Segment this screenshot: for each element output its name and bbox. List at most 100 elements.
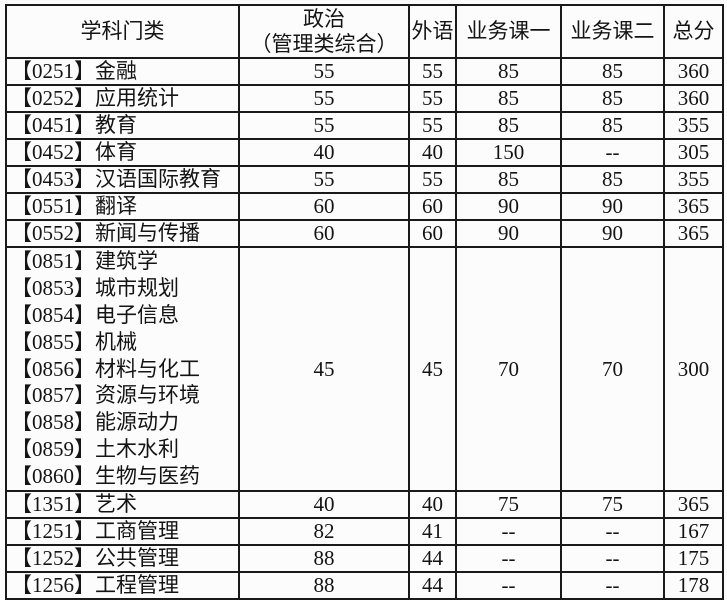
politics-score: 88 bbox=[238, 544, 410, 574]
subject-label: 【0855】机械 bbox=[11, 329, 137, 354]
course-one-score: -- bbox=[455, 571, 562, 600]
table-row: 【1351】艺术 40 40 75 75 365 bbox=[5, 490, 724, 520]
course-two-score: -- bbox=[560, 517, 665, 547]
table-row: 【0452】体育 40 40 150 -- 305 bbox=[5, 138, 724, 167]
subject-cell: 【0252】应用统计 bbox=[5, 84, 240, 113]
course-one-score: -- bbox=[455, 517, 562, 547]
total-score: 360 bbox=[663, 84, 724, 113]
table-row: 【0851】建筑学 【0853】城市规划 【0854】电子信息 【0855】机械 【08… bbox=[5, 245, 724, 493]
course-one-score: 75 bbox=[455, 490, 562, 520]
subject-cell: 【0451】教育 bbox=[5, 111, 240, 140]
table-row: 【0451】教育 55 55 85 85 355 bbox=[5, 111, 724, 140]
foreign-language-score: 44 bbox=[408, 571, 457, 600]
header-course-one: 业务课一 bbox=[455, 4, 562, 59]
total-score: 365 bbox=[663, 192, 724, 221]
foreign-language-score: 41 bbox=[408, 517, 457, 547]
course-one-score: 85 bbox=[455, 84, 562, 113]
total-score: 365 bbox=[663, 490, 724, 520]
course-two-score: 70 bbox=[560, 245, 665, 493]
subject-label: 【0452】体育 bbox=[11, 140, 137, 164]
course-two-score: 85 bbox=[560, 57, 665, 86]
course-one-score: 70 bbox=[455, 245, 562, 493]
table-row: 【0251】金融 55 55 85 85 360 bbox=[5, 57, 724, 86]
course-one-score: 85 bbox=[455, 165, 562, 194]
header-foreign-language: 外语 bbox=[408, 4, 457, 59]
total-score: 360 bbox=[663, 57, 724, 86]
header-course-one-label: 业务课一 bbox=[466, 19, 551, 43]
subject-cell: 【0551】翻译 bbox=[5, 192, 240, 221]
subject-label: 【0252】应用统计 bbox=[11, 86, 179, 110]
total-score: 305 bbox=[663, 138, 724, 167]
subject-label: 【0853】城市规划 bbox=[11, 275, 179, 300]
table-row: 【0252】应用统计 55 55 85 85 360 bbox=[5, 84, 724, 113]
header-row: 学科门类 政治 （管理类综合） 外语 业务课一 业务课二 总分 bbox=[5, 4, 724, 59]
foreign-language-score: 45 bbox=[408, 245, 457, 493]
foreign-language-score: 55 bbox=[408, 165, 457, 194]
course-two-score: 85 bbox=[560, 165, 665, 194]
subject-label: 【1251】工商管理 bbox=[11, 519, 179, 544]
subject-label: 【0854】电子信息 bbox=[11, 302, 179, 327]
course-two-score: 85 bbox=[560, 84, 665, 113]
subject-cell: 【0851】建筑学 【0853】城市规划 【0854】电子信息 【0855】机械 【08… bbox=[5, 245, 240, 493]
subject-label: 【0857】资源与环境 bbox=[11, 383, 200, 408]
total-score: 355 bbox=[663, 165, 724, 194]
course-one-score: 85 bbox=[455, 57, 562, 86]
subject-label: 【0453】汉语国际教育 bbox=[11, 167, 221, 191]
subject-label: 【1351】艺术 bbox=[11, 492, 137, 517]
course-two-score: -- bbox=[560, 544, 665, 574]
politics-score: 55 bbox=[238, 111, 410, 140]
header-total-label: 总分 bbox=[672, 19, 715, 43]
subject-cell: 【1351】艺术 bbox=[5, 490, 240, 520]
header-subject-category: 学科门类 bbox=[5, 4, 240, 59]
total-score: 300 bbox=[663, 245, 724, 493]
table-row: 【1252】公共管理 88 44 -- -- 175 bbox=[5, 544, 724, 574]
subject-cell: 【1256】工程管理 bbox=[5, 571, 240, 600]
foreign-language-score: 55 bbox=[408, 111, 457, 140]
table-row: 【0552】新闻与传播 60 60 90 90 365 bbox=[5, 219, 724, 248]
header-course-two: 业务课二 bbox=[560, 4, 665, 59]
subject-label: 【0860】生物与医药 bbox=[11, 464, 200, 489]
politics-score: 55 bbox=[238, 57, 410, 86]
header-politics-line2: （管理类综合） bbox=[250, 31, 398, 56]
course-two-score: 90 bbox=[560, 219, 665, 248]
course-two-score: -- bbox=[560, 138, 665, 167]
subject-cell: 【1251】工商管理 bbox=[5, 517, 240, 547]
politics-score: 40 bbox=[238, 490, 410, 520]
course-two-score: -- bbox=[560, 571, 665, 600]
header-subject-label: 学科门类 bbox=[80, 19, 165, 43]
politics-score: 82 bbox=[238, 517, 410, 547]
subject-label: 【0856】材料与化工 bbox=[11, 356, 200, 381]
header-total-score: 总分 bbox=[663, 4, 724, 59]
politics-score: 40 bbox=[238, 138, 410, 167]
subject-cell: 【0452】体育 bbox=[5, 138, 240, 167]
subject-cell: 【0552】新闻与传播 bbox=[5, 219, 240, 248]
subject-cell: 【1252】公共管理 bbox=[5, 544, 240, 574]
table-row: 【1251】工商管理 82 41 -- -- 167 bbox=[5, 517, 724, 547]
subject-label: 【0858】能源动力 bbox=[11, 410, 179, 435]
foreign-language-score: 40 bbox=[408, 138, 457, 167]
course-one-score: 85 bbox=[455, 111, 562, 140]
header-politics-line1: 政治 bbox=[303, 6, 345, 31]
foreign-language-score: 60 bbox=[408, 192, 457, 221]
foreign-language-score: 55 bbox=[408, 84, 457, 113]
foreign-language-score: 44 bbox=[408, 544, 457, 574]
politics-score: 55 bbox=[238, 84, 410, 113]
header-course-two-label: 业务课二 bbox=[570, 19, 655, 43]
foreign-language-score: 60 bbox=[408, 219, 457, 248]
table-row: 【0453】汉语国际教育 55 55 85 85 355 bbox=[5, 165, 724, 194]
course-two-score: 85 bbox=[560, 111, 665, 140]
course-one-score: 90 bbox=[455, 219, 562, 248]
politics-score: 60 bbox=[238, 219, 410, 248]
politics-score: 45 bbox=[238, 245, 410, 493]
admission-score-table: 学科门类 政治 （管理类综合） 外语 业务课一 业务课二 总分 bbox=[5, 4, 724, 600]
course-one-score: 150 bbox=[455, 138, 562, 167]
subject-label: 【0859】土木水利 bbox=[11, 437, 179, 462]
subject-label: 【1252】公共管理 bbox=[11, 546, 179, 571]
total-score: 167 bbox=[663, 517, 724, 547]
subject-label: 【1256】工程管理 bbox=[11, 573, 179, 598]
subject-label: 【0551】翻译 bbox=[11, 194, 137, 218]
politics-score: 55 bbox=[238, 165, 410, 194]
politics-score: 88 bbox=[238, 571, 410, 600]
subject-cell: 【0453】汉语国际教育 bbox=[5, 165, 240, 194]
